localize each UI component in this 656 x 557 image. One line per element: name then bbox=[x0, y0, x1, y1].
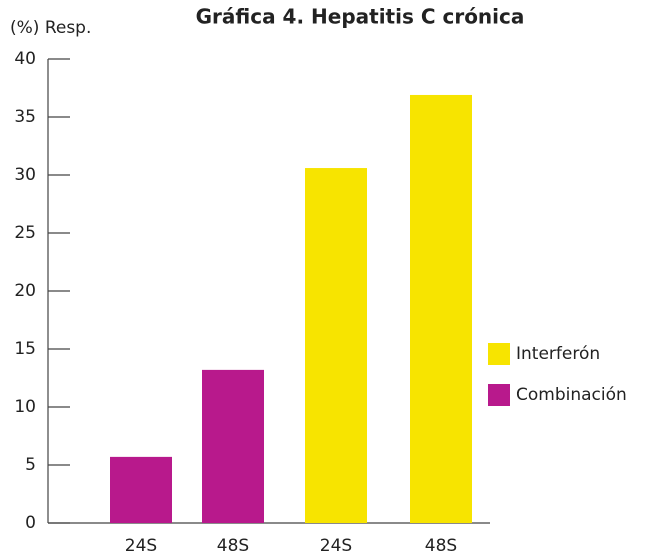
y-tick-label: 40 bbox=[14, 49, 36, 69]
x-tick-label: 48S bbox=[425, 536, 457, 556]
chart-title: Gráfica 4. Hepatitis C crónica bbox=[196, 5, 525, 29]
legend-label: Interferón bbox=[516, 344, 600, 364]
bar bbox=[110, 456, 172, 523]
bar bbox=[202, 369, 264, 523]
y-tick-label: 5 bbox=[25, 455, 36, 475]
legend-swatch bbox=[488, 384, 510, 406]
y-tick-label: 0 bbox=[25, 513, 36, 533]
legend-label: Combinación bbox=[516, 385, 627, 405]
y-tick-label: 15 bbox=[14, 339, 36, 359]
x-tick-label: 24S bbox=[125, 536, 157, 556]
bar bbox=[410, 94, 472, 524]
bar bbox=[305, 168, 367, 524]
x-tick-label: 48S bbox=[217, 536, 249, 556]
y-tick-label: 25 bbox=[14, 223, 36, 243]
y-tick-label: 10 bbox=[14, 397, 36, 417]
y-tick-label: 30 bbox=[14, 165, 36, 185]
x-tick-label: 24S bbox=[320, 536, 352, 556]
legend-swatch bbox=[488, 343, 510, 365]
y-tick-label: 20 bbox=[14, 281, 36, 301]
y-tick-label: 35 bbox=[14, 107, 36, 127]
y-axis-label: (%) Resp. bbox=[10, 18, 91, 38]
